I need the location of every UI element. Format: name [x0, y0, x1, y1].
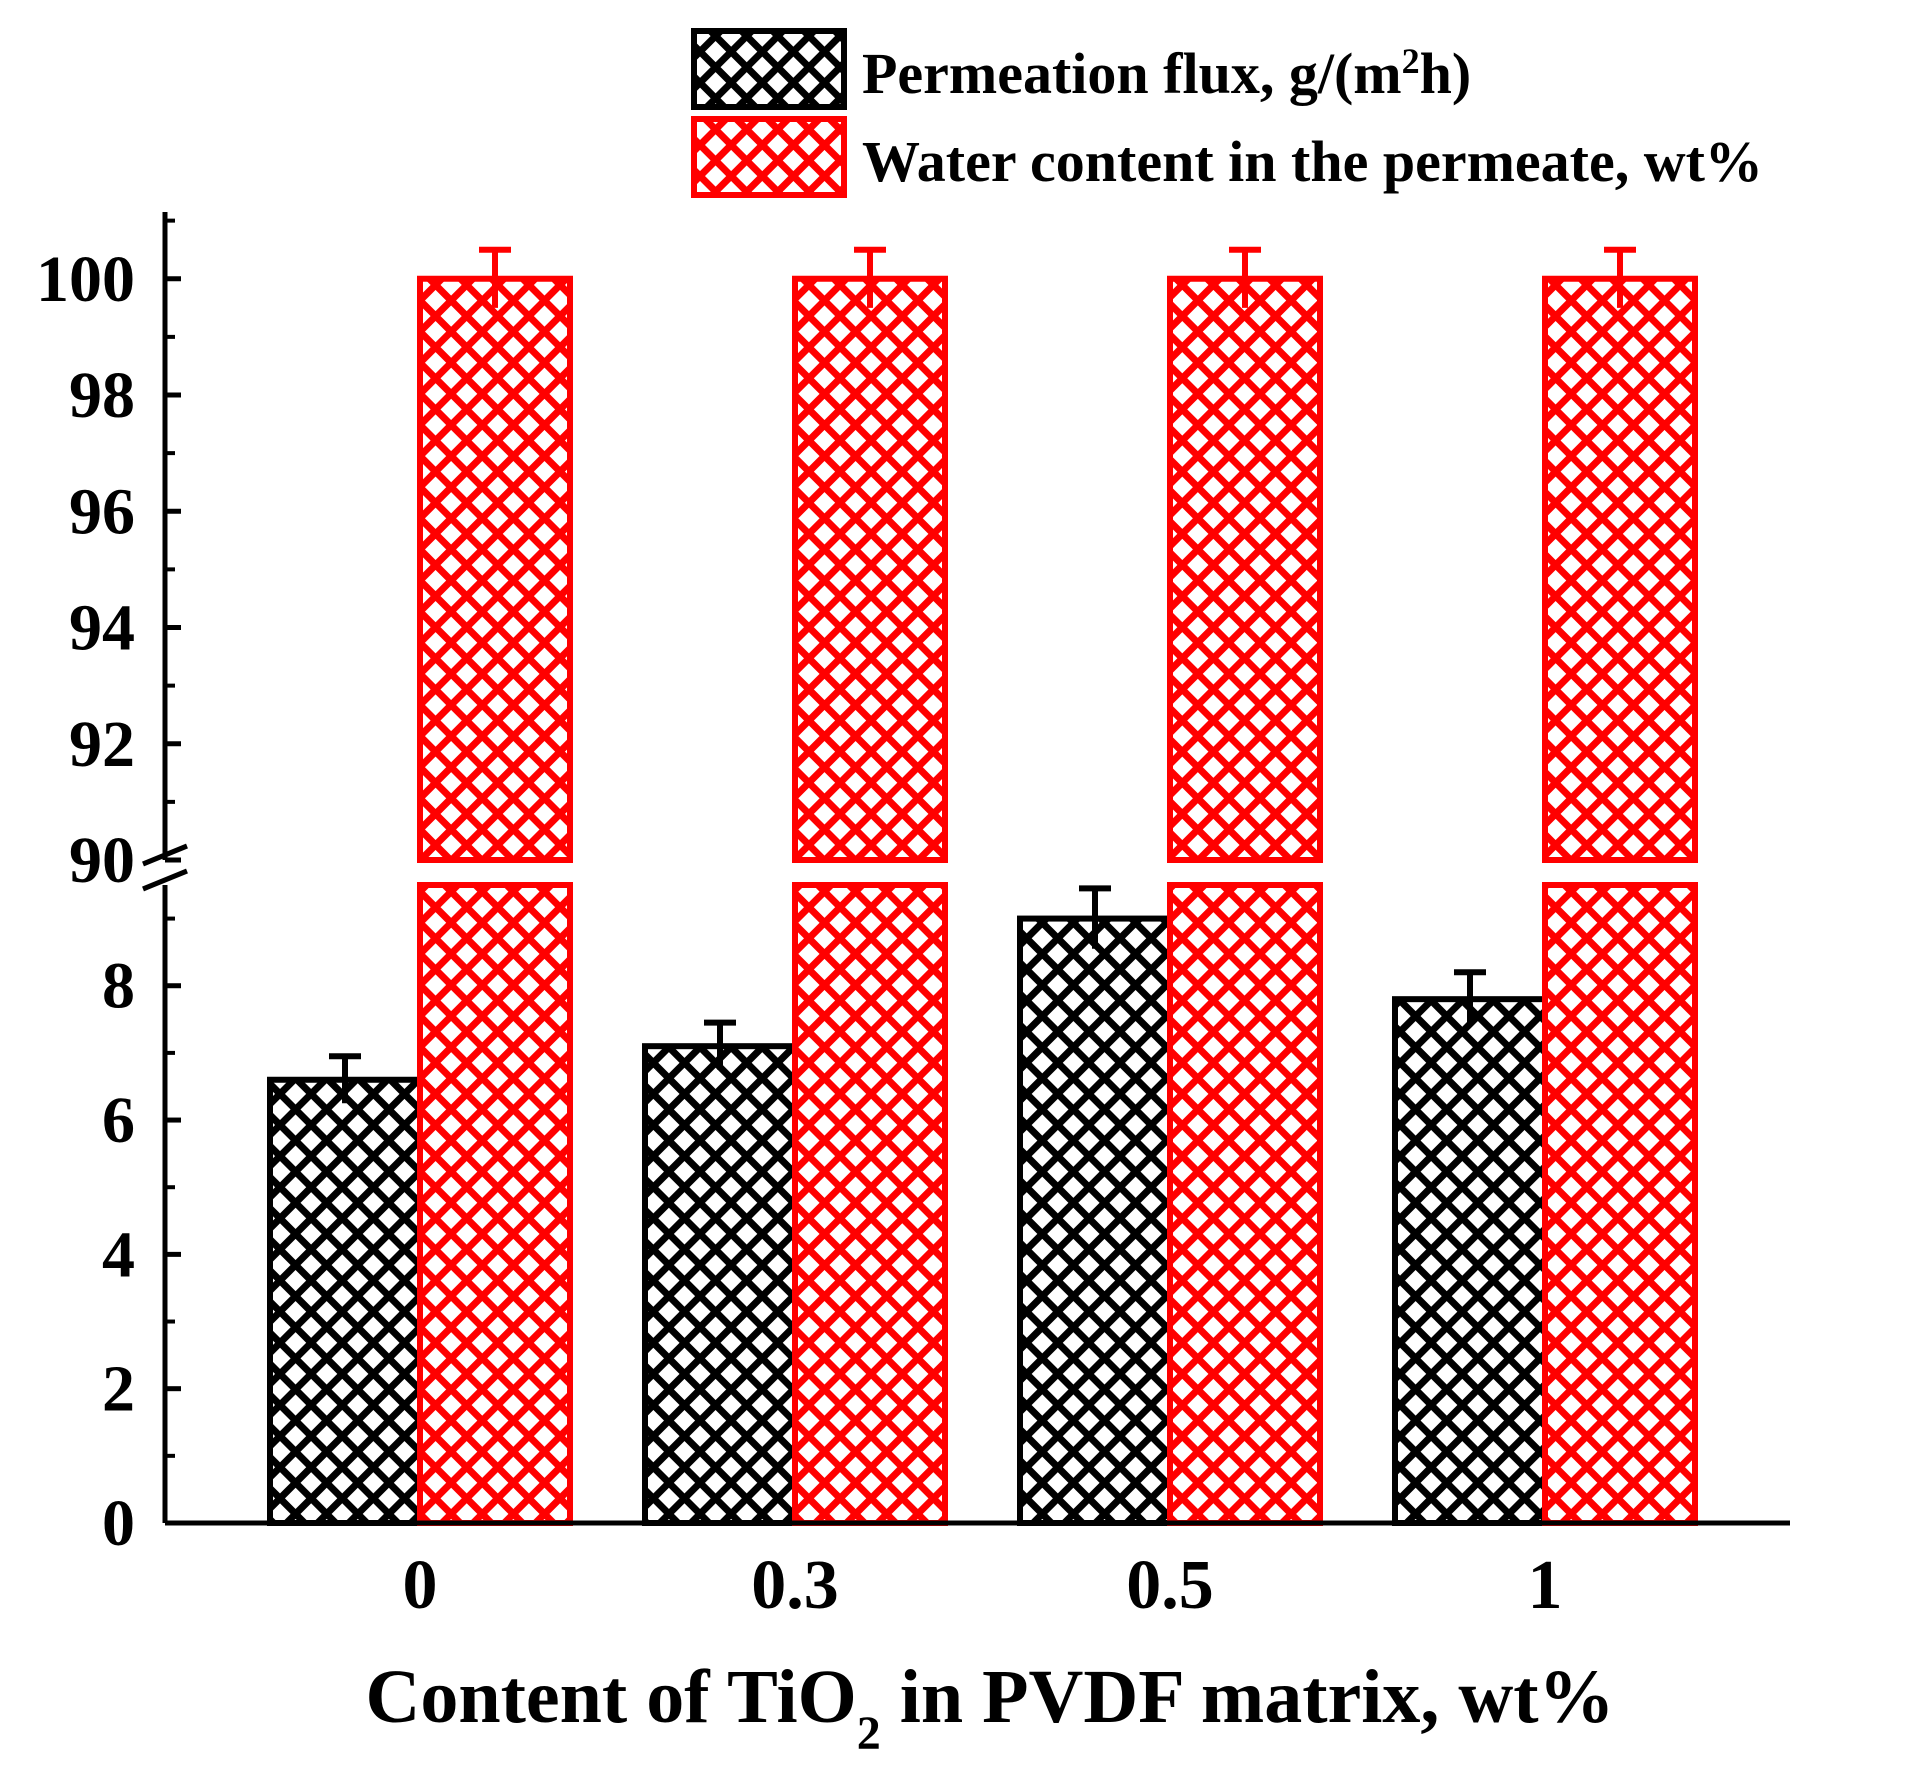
y-tick-label-lower-4: 8 — [102, 950, 135, 1023]
axis-break-mark-lower — [142, 868, 188, 892]
x-tick-label-3: 1 — [1528, 1547, 1563, 1624]
bar-1-1-lower — [792, 882, 948, 1526]
y-tick-label-lower-2: 4 — [102, 1218, 135, 1291]
bar-1-0-lower — [417, 882, 573, 1526]
legend-label-permeation-flux: Permeation flux, g/(m2h) — [862, 41, 1471, 106]
y-tick-label-upper-0: 90 — [69, 824, 135, 897]
bar-1-0-upper — [417, 275, 573, 863]
y-tick-label-upper-5: 100 — [36, 243, 135, 316]
bar-1-1-upper — [792, 275, 948, 863]
legend-swatch-permeation-flux — [691, 28, 847, 110]
y-tick-label-upper-3: 96 — [69, 475, 135, 548]
bar-0-3 — [1392, 996, 1548, 1526]
bar-0-1 — [642, 1043, 798, 1526]
bar-0-0 — [267, 1076, 423, 1527]
legend-label-water-content: Water content in the permeate, wt% — [862, 129, 1763, 194]
y-tick-label-lower-3: 6 — [102, 1084, 135, 1157]
bar-1-2-lower — [1167, 882, 1323, 1526]
y-tick-label-upper-4: 98 — [69, 359, 135, 432]
x-tick-label-2: 0.5 — [1126, 1547, 1214, 1624]
labels-layer: 0 0.3 0.5 1 0 2 4 6 8 90 92 94 96 98 100 — [36, 243, 1563, 1624]
bars-layer — [267, 246, 1698, 1527]
bar-1-3-lower — [1542, 882, 1698, 1526]
y-tick-label-upper-2: 94 — [69, 592, 135, 665]
legend-swatch-water-content — [691, 116, 847, 198]
axes-layer — [142, 212, 1790, 1526]
y-tick-label-upper-1: 92 — [69, 708, 135, 781]
bar-1-3-upper — [1542, 275, 1698, 863]
y-tick-label-lower-1: 2 — [102, 1353, 135, 1426]
y-tick-label-lower-0: 0 — [102, 1487, 135, 1560]
bar-0-2 — [1017, 915, 1173, 1526]
bar-1-2-upper — [1167, 275, 1323, 863]
x-tick-label-1: 0.3 — [751, 1547, 839, 1624]
axis-break-mark-upper — [142, 843, 188, 867]
x-axis-title: Content of TiO2 in PVDF matrix, wt% — [365, 1655, 1614, 1760]
legend: Permeation flux, g/(m2h) Water content i… — [691, 28, 1763, 198]
x-tick-label-0: 0 — [403, 1547, 438, 1624]
